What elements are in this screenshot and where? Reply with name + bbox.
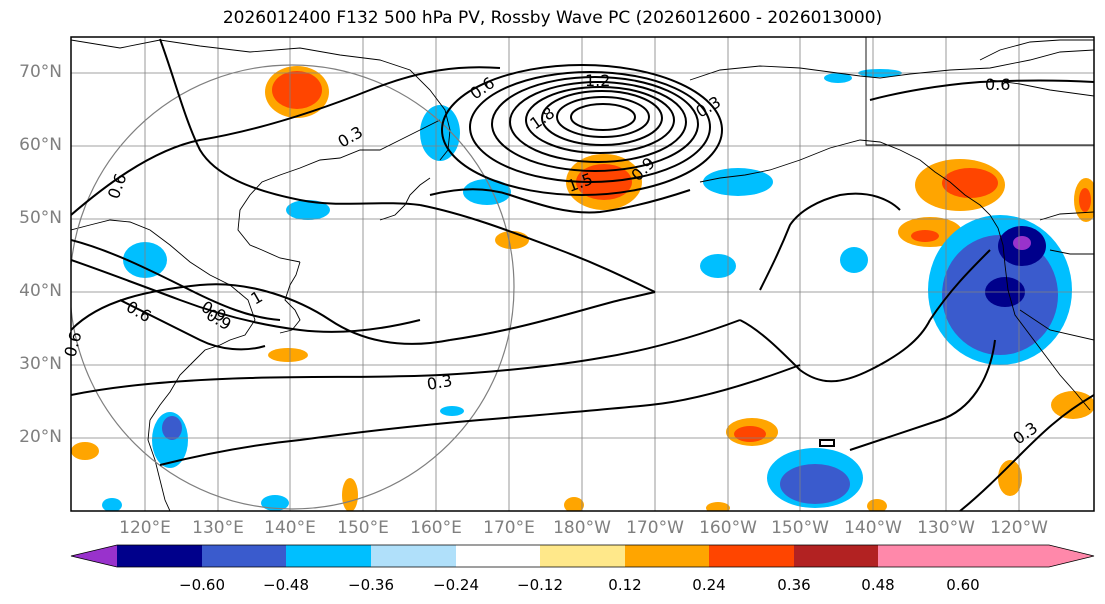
colorbar-segment	[117, 545, 202, 567]
lon-label-170w: 170°W	[626, 518, 684, 538]
colorbar-tick-label: −0.12	[517, 576, 563, 594]
colorbar-tick-label: 0.60	[946, 576, 980, 594]
contour-label: 0.3	[335, 122, 367, 151]
colorbar-segment	[456, 545, 540, 567]
colorbar-outline	[70, 544, 1095, 568]
colorbar-lower-extension	[71, 545, 117, 567]
lon-label-120e: 120°E	[119, 518, 171, 538]
colorbar-segment	[371, 545, 456, 567]
pv-anomaly-negative-fill	[102, 69, 1072, 511]
lon-label-150e: 150°E	[337, 518, 389, 538]
lat-label-20n: 20°N	[19, 427, 62, 447]
reference-circle	[71, 64, 515, 510]
map-title: 2026012400 F132 500 hPa PV, Rossby Wave …	[222, 8, 883, 28]
lat-label-60n: 60°N	[19, 135, 62, 155]
colorbar-tick-label: −0.60	[179, 576, 225, 594]
colorbar-tick-label: 0.24	[692, 576, 726, 594]
lat-label-30n: 30°N	[19, 354, 62, 374]
colorbar-segment	[878, 545, 963, 567]
lon-label-130e: 130°E	[192, 518, 244, 538]
colorbar-segment	[202, 545, 286, 567]
coastlines	[71, 37, 1094, 511]
map-frame	[70, 36, 1095, 512]
colorbar-tick-label: 0.36	[777, 576, 811, 594]
lon-label-160w: 160°W	[699, 518, 757, 538]
pv-contours	[71, 38, 1094, 511]
lon-label-150w: 150°W	[771, 518, 829, 538]
lon-label-180w: 180°W	[553, 518, 611, 538]
contour-label: 0.6	[466, 73, 498, 103]
colorbar-segment	[794, 545, 878, 567]
colorbar-tick-label: 0.12	[608, 576, 642, 594]
colorbar-segment	[540, 545, 625, 567]
colorbar-segment	[286, 545, 371, 567]
colorbar-segment	[709, 545, 794, 567]
lon-label-140e: 140°E	[264, 518, 316, 538]
lon-label-120w: 120°W	[990, 518, 1048, 538]
colorbar-tick-label: −0.24	[433, 576, 479, 594]
colorbar-tick-label: −0.36	[348, 576, 394, 594]
contour-label: 0.6	[123, 297, 155, 326]
colorbar-upper-extension	[963, 545, 1094, 567]
lat-label-50n: 50°N	[19, 208, 62, 228]
colorbar-tick-label: −0.48	[263, 576, 309, 594]
contour-label: 1.2	[585, 71, 610, 90]
contour-label: 0.6	[104, 171, 131, 201]
contour-label: 0.3	[425, 371, 453, 394]
colorbar-tick-label: 0.48	[861, 576, 895, 594]
lon-label-130w: 130°W	[917, 518, 975, 538]
lon-label-170e: 170°E	[483, 518, 535, 538]
colorbar-segment	[625, 545, 709, 567]
contour-label: 0.6	[61, 330, 86, 360]
colorbar	[70, 544, 1095, 568]
lon-label-140w: 140°W	[844, 518, 902, 538]
lon-label-160e: 160°E	[410, 518, 462, 538]
contour-label: 0.3	[1009, 418, 1041, 448]
contour-label: 0.6	[985, 75, 1010, 94]
lat-label-70n: 70°N	[19, 62, 62, 82]
lat-label-40n: 40°N	[19, 281, 62, 301]
